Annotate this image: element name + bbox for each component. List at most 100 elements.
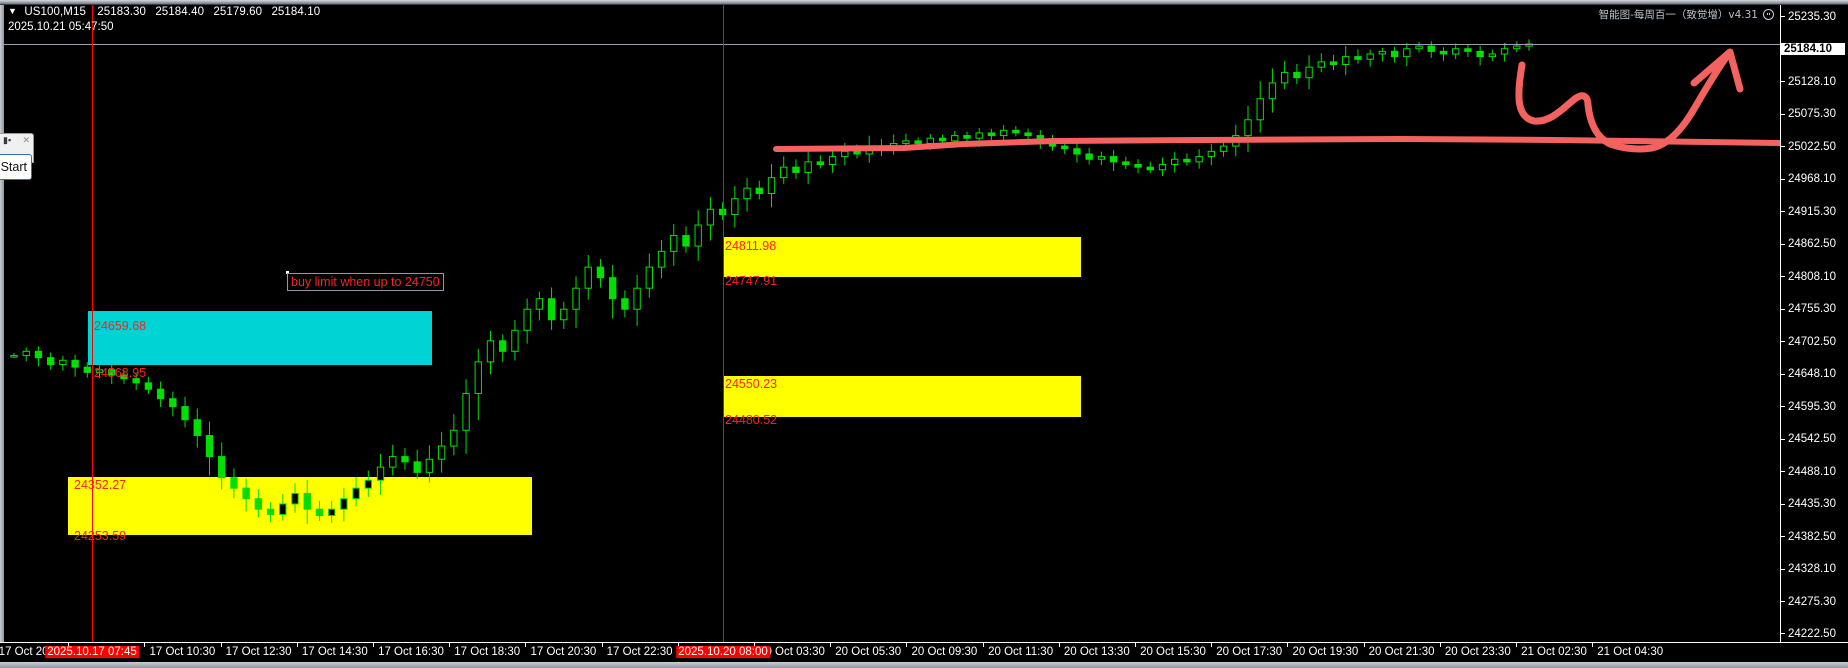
time-axis-marker: 2025.10.20 08:00	[676, 646, 770, 658]
zone-label-yellow-upper-right-top: 24811.98	[725, 239, 777, 253]
price-tick: 24328.10	[1781, 563, 1845, 575]
time-grid-tick	[1058, 643, 1060, 647]
window-left-rail	[0, 5, 4, 662]
time-grid-tick	[1134, 643, 1136, 647]
price-tick: 25022.50	[1781, 141, 1845, 153]
zone-yellow-demand-left	[68, 477, 532, 535]
time-tick: 17 Oct 22:30	[606, 646, 673, 658]
zone-label-cyan-upper: 24659.68	[94, 319, 147, 333]
price-tick: 24488.10	[1781, 466, 1845, 478]
current-price-line	[4, 44, 1780, 45]
vertical-marker-line-2	[723, 5, 724, 642]
time-grid-tick	[830, 643, 832, 647]
time-grid-tick	[1592, 643, 1594, 647]
time-grid-tick	[525, 643, 527, 647]
zone-label-cyan-lower: 24568.95	[94, 366, 147, 380]
close-icon[interactable]: ✕	[22, 135, 30, 145]
buy-limit-note[interactable]: buy limit when up to 24750	[287, 273, 444, 291]
time-tick: 17 Oct 10:30	[149, 646, 216, 658]
start-button[interactable]: Start	[0, 154, 32, 180]
note-anchor-dot	[286, 271, 289, 274]
price-tick-current: 25184.10	[1781, 43, 1845, 56]
indicator-name-label: 智能图-每周百一（致觉增）v4.31	[1598, 9, 1758, 21]
time-tick: 20 Oct 21:30	[1368, 646, 1435, 658]
time-tick: 20 Oct 17:30	[1216, 646, 1283, 658]
price-tick: 24275.30	[1781, 596, 1845, 608]
time-tick: 17 Oct 12:30	[225, 646, 292, 658]
time-tick: 21 Oct 02:30	[1521, 646, 1587, 658]
time-grid-tick	[753, 643, 755, 647]
window-title-bar	[0, 0, 1848, 5]
time-axis-marker: 2025.10.17 07:45	[45, 646, 139, 658]
zone-label-yellow-upper-right-bottom: 24747.91	[725, 274, 778, 288]
time-grid-tick	[1515, 643, 1517, 647]
zone-label-yellow-left-lower: 24253.59	[74, 529, 127, 543]
time-tick: 17 Oct 20:30	[530, 646, 597, 658]
zone-yellow-demand-upper-right	[723, 237, 1081, 277]
window-glyphs-icon: ▮▪	[3, 135, 12, 145]
price-tick: 25235.30	[1781, 11, 1845, 23]
time-tick: 20 Oct 03:30	[759, 646, 825, 658]
time-tick: 20 Oct 09:30	[911, 646, 978, 658]
time-tick: 20 Oct 19:30	[1292, 646, 1359, 658]
price-tick: 24808.10	[1781, 271, 1845, 283]
zone-label-yellow-left-upper: 24352.27	[74, 478, 127, 492]
price-tick: 25075.30	[1781, 108, 1845, 120]
price-tick: 24435.30	[1781, 498, 1845, 510]
time-grid-tick	[906, 643, 908, 647]
indicator-watermark: 智能图-每周百一（致觉增）v4.31	[1599, 7, 1774, 22]
quote-low: 25179.60	[213, 6, 263, 18]
time-tick: 20 Oct 11:30	[988, 646, 1054, 658]
price-tick: 24702.50	[1781, 336, 1845, 348]
quote-close: 25184.10	[271, 6, 321, 18]
quote-datetime: 2025.10.21 05:47:50	[8, 21, 114, 33]
price-tick: 24382.50	[1781, 531, 1845, 543]
time-tick: 17 Oct 18:30	[454, 646, 521, 658]
quote-open: 25183.30	[97, 6, 147, 18]
time-tick: 20 Oct 05:30	[835, 646, 902, 658]
chevron-down-icon[interactable]: ▼	[8, 6, 18, 16]
price-tick: 24915.30	[1781, 206, 1845, 218]
time-grid-tick	[296, 643, 298, 647]
time-tick: 20 Oct 23:30	[1444, 646, 1511, 658]
price-tick: 24755.30	[1781, 303, 1845, 315]
time-tick: 20 Oct 15:30	[1140, 646, 1206, 658]
symbol-label: US100,M15	[24, 6, 86, 18]
time-grid-tick	[144, 643, 146, 647]
window-bottom-bar	[0, 662, 1848, 668]
zone-label-yellow-lower-right-bottom: 24480.52	[725, 413, 778, 427]
time-grid-tick	[1439, 643, 1441, 647]
time-grid-tick	[372, 643, 374, 647]
price-tick: 24648.10	[1781, 368, 1845, 380]
quote-high: 25184.40	[155, 6, 205, 18]
time-grid-tick	[677, 643, 679, 647]
price-tick: 25128.10	[1781, 76, 1845, 88]
price-tick: 24862.50	[1781, 238, 1845, 250]
time-tick: 21 Oct 04:30	[1597, 646, 1664, 658]
vertical-marker-line-1	[92, 5, 93, 642]
quote-header: ▼ US100,M15 25183.30 25184.40 25179.60 2…	[8, 6, 326, 18]
time-grid-tick	[982, 643, 984, 647]
price-tick: 24222.50	[1781, 628, 1845, 640]
time-tick: 17 Oct 16:30	[378, 646, 444, 658]
time-grid-tick	[1211, 643, 1213, 647]
zone-yellow-demand-lower-right	[723, 376, 1081, 417]
chart-plot-area[interactable]: 24659.68 24568.95 24352.27 24253.59 2481…	[4, 5, 1780, 642]
price-tick: 24542.50	[1781, 433, 1845, 445]
time-grid-tick	[1363, 643, 1365, 647]
time-tick: 20 Oct 13:30	[1063, 646, 1130, 658]
time-tick: 17 Oct 14:30	[301, 646, 368, 658]
time-grid-tick	[449, 643, 451, 647]
time-grid-tick	[601, 643, 603, 647]
price-tick: 24968.10	[1781, 173, 1845, 185]
zone-cyan-supply	[88, 311, 432, 365]
zone-label-yellow-lower-right-top: 24550.23	[725, 377, 778, 391]
sad-face-icon	[1763, 9, 1774, 20]
time-grid-tick	[1287, 643, 1289, 647]
price-tick: 24595.30	[1781, 401, 1845, 413]
time-grid-tick	[68, 643, 70, 647]
price-axis[interactable]: 25235.30 25184.10 25128.10 25075.30 25022.50…	[1780, 5, 1845, 642]
time-grid-tick	[220, 643, 222, 647]
